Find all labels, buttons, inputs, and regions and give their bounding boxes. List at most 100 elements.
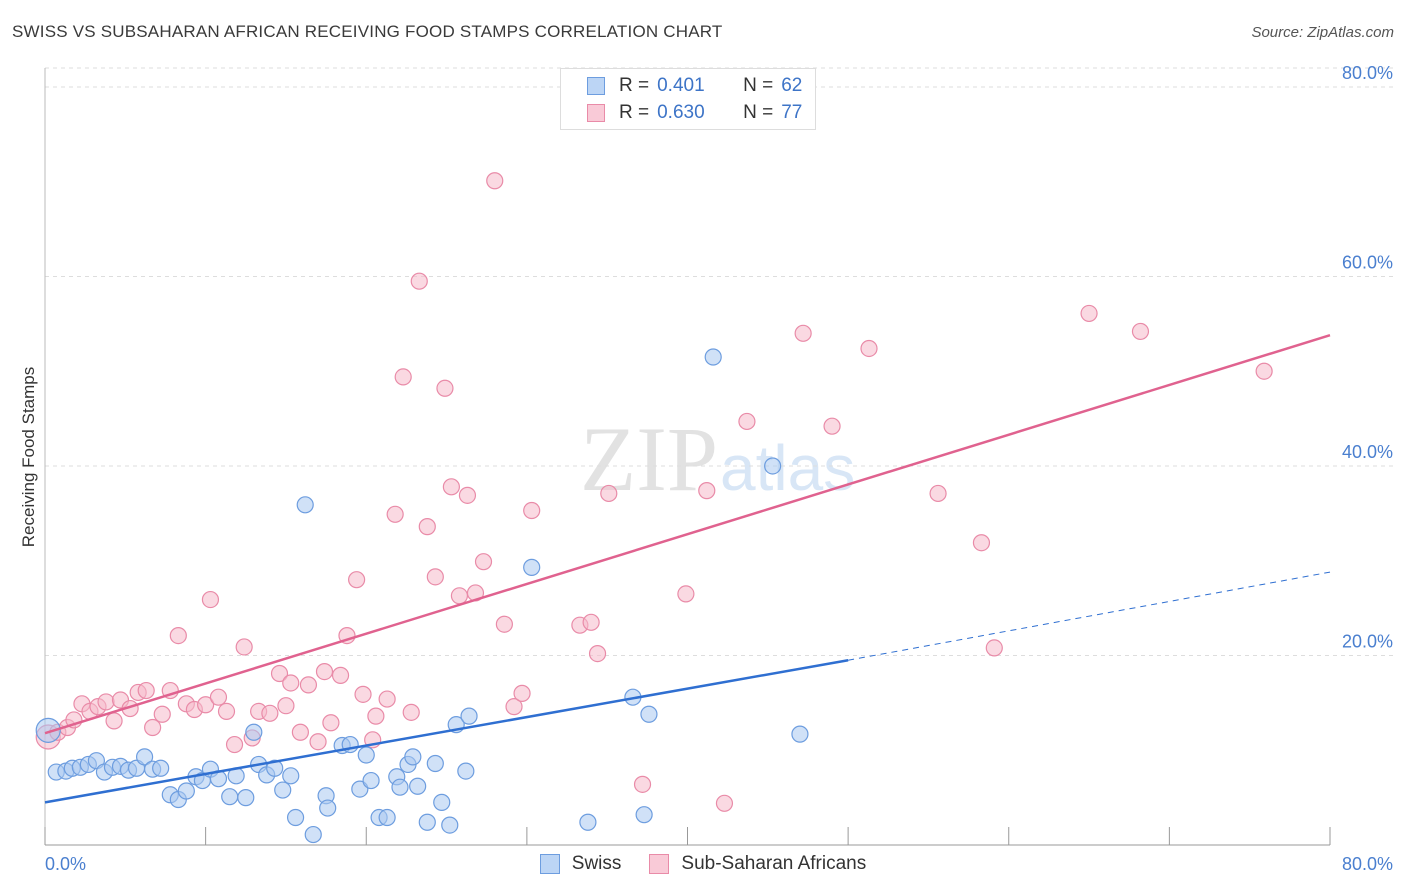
point-ssa-7	[97, 693, 115, 711]
legend-item-ssa: Sub-Saharan Africans	[649, 853, 866, 875]
r-label: R =	[619, 75, 650, 96]
point-ssa-43	[386, 505, 404, 523]
point-ssa-36	[331, 666, 350, 684]
point-ssa-24	[235, 638, 253, 656]
point-ssa-13	[144, 718, 162, 737]
point-swiss-31	[286, 808, 305, 827]
point-swiss-61	[764, 457, 782, 475]
n-label: N =	[743, 75, 774, 96]
swiss-swatch	[587, 77, 605, 95]
trend-lines	[44, 334, 1331, 804]
ssa-r-value: 0.630	[657, 102, 705, 123]
point-swiss-14	[152, 759, 170, 777]
point-swiss-44	[391, 778, 409, 796]
point-ssa-8	[105, 712, 123, 730]
x-tick-label-max: 80.0%	[1342, 854, 1393, 874]
point-ssa-28	[270, 664, 289, 683]
point-swiss-28	[266, 759, 284, 777]
point-ssa-31	[291, 723, 309, 741]
x-tick-layer	[44, 827, 1331, 845]
point-ssa-21	[209, 688, 228, 706]
ssa-n-value: 77	[781, 102, 803, 123]
point-ssa-16	[169, 626, 187, 645]
point-ssa-33	[309, 733, 327, 751]
point-ssa-54	[474, 553, 493, 571]
trend-line-ssa	[44, 334, 1331, 735]
point-swiss-22	[221, 788, 239, 806]
series-legend: Swiss Sub-Saharan Africans	[0, 850, 1406, 878]
x-tick-label-min: 0.0%	[45, 854, 86, 874]
y-tick-label-60: 60.0%	[1342, 252, 1393, 272]
point-swiss-40	[362, 771, 380, 790]
point-ssa-45	[402, 703, 420, 721]
point-ssa-70	[823, 417, 841, 435]
swiss-r-value: 0.401	[657, 75, 705, 96]
point-ssa-72	[929, 484, 947, 503]
legend-label-swiss: Swiss	[571, 853, 622, 874]
y-tick-label-20: 20.0%	[1342, 631, 1393, 651]
point-ssa-30	[282, 674, 300, 692]
point-swiss-24	[237, 789, 255, 807]
chart-title: SWISS VS SUBSAHARAN AFRICAN RECEIVING FO…	[12, 22, 723, 41]
legend-swatch-ssa	[649, 854, 670, 874]
stats-row-swiss: R = 0.401 N = 62	[587, 74, 802, 98]
point-swiss-50	[433, 793, 451, 811]
point-swiss-56	[579, 813, 597, 831]
point-ssa-47	[418, 518, 436, 536]
point-ssa-68	[738, 412, 756, 431]
point-swiss-47	[409, 777, 427, 795]
point-swiss-48	[418, 813, 436, 831]
y-axis-title: Receiving Food Stamps	[19, 367, 38, 547]
point-swiss-55	[523, 558, 541, 576]
point-ssa-57	[505, 698, 523, 716]
point-ssa-66	[698, 482, 716, 500]
point-swiss-46	[404, 748, 422, 766]
point-swiss-42	[378, 808, 396, 827]
point-swiss-33	[304, 825, 322, 844]
point-ssa-74	[985, 639, 1003, 657]
stats-legend: R = 0.401 N = 62 R = 0.630 N = 77	[560, 68, 816, 130]
point-swiss-25	[245, 723, 263, 741]
point-ssa-46	[410, 272, 428, 290]
point-ssa-73	[972, 534, 991, 552]
point-swiss-51	[441, 816, 459, 834]
point-swiss-0	[35, 717, 61, 743]
point-ssa-61	[582, 613, 600, 631]
point-ssa-29	[277, 697, 295, 715]
point-ssa-19	[197, 696, 215, 714]
point-ssa-12	[137, 681, 155, 700]
point-ssa-75	[1080, 304, 1098, 323]
point-swiss-59	[640, 705, 658, 723]
point-ssa-35	[322, 714, 340, 732]
point-swiss-35	[319, 799, 337, 817]
point-ssa-56	[495, 615, 513, 633]
n-label: N =	[743, 102, 774, 123]
point-ssa-48	[426, 568, 444, 586]
point-ssa-23	[225, 735, 244, 754]
point-ssa-38	[348, 571, 366, 589]
point-swiss-39	[357, 746, 375, 764]
point-ssa-22	[217, 702, 236, 720]
trend-line-swiss	[44, 658, 849, 804]
point-ssa-51	[450, 587, 469, 605]
point-ssa-41	[367, 707, 385, 725]
point-ssa-44	[394, 368, 412, 386]
point-swiss-12	[135, 748, 154, 766]
point-ssa-39	[354, 685, 372, 703]
watermark-atlas: atlas	[720, 432, 855, 504]
point-ssa-42	[378, 690, 396, 708]
point-ssa-71	[860, 339, 878, 358]
y-tick-label-80: 80.0%	[1342, 63, 1393, 83]
point-swiss-58	[635, 806, 653, 824]
point-swiss-32	[296, 496, 314, 514]
point-swiss-29	[274, 781, 292, 799]
point-ssa-58	[513, 684, 531, 702]
point-ssa-64	[633, 775, 652, 793]
point-swiss-30	[282, 767, 300, 785]
trend-line-swiss-extension	[848, 571, 1331, 661]
legend-swatch-swiss	[539, 854, 560, 874]
point-swiss-53	[457, 762, 475, 780]
stats-row-ssa: R = 0.630 N = 77	[587, 101, 802, 125]
legend-item-swiss: Swiss	[539, 853, 622, 875]
ssa-swatch	[587, 104, 605, 122]
